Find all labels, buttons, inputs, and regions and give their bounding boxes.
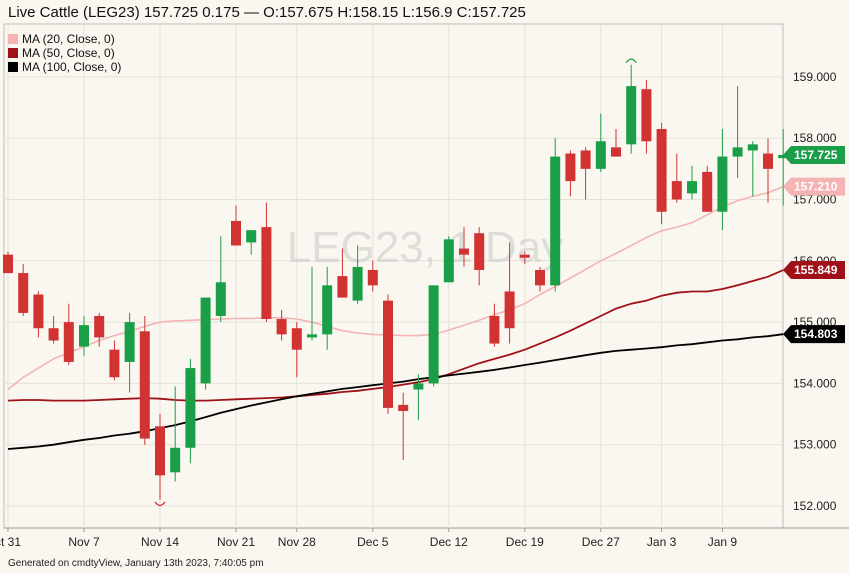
x-tick-label: Dec 27 [582,535,620,549]
candle-body [747,144,758,151]
candle-body [48,328,59,341]
candle-body [276,319,287,335]
candle-body [367,269,378,286]
legend-item-ma20: MA (20, Close, 0) [8,32,121,46]
candle-body [337,276,348,298]
candle-body [18,273,29,313]
candle-body [671,181,682,200]
y-tick-label: 159.000 [793,70,837,84]
candle-body [459,248,469,255]
candle-body [261,227,272,320]
candle-body [170,447,181,473]
legend-item-ma100: MA (100, Close, 0) [8,60,121,74]
candle-body [322,285,333,335]
legend-swatch-ma20 [8,34,18,44]
x-tick-label: Dec 19 [506,535,544,549]
chart-title: Live Cattle (LEG23) 157.725 0.175 — O:15… [8,4,526,21]
price-tag-label: 157.210 [794,180,838,194]
candle-body [109,349,120,378]
candle-body [687,181,697,194]
candle-body [732,147,743,157]
candle-body [3,254,13,274]
x-tick-label: Dec 5 [357,535,389,549]
candle-body [185,368,196,448]
ma50-line [7,269,784,402]
candle-body [626,86,637,145]
candle-body [215,282,226,316]
candle-body [702,171,713,212]
price-tag-label: 157.725 [794,148,838,162]
x-tick-label: Dec 12 [430,535,468,549]
candle-body [504,291,515,329]
candle-body [717,156,728,212]
candle-body [763,153,773,169]
candle-body [611,147,621,157]
legend-item-ma50: MA (50, Close, 0) [8,46,121,60]
candle-body [778,155,789,159]
footer-generated: Generated on cmdtyView, January 13th 202… [8,558,264,569]
candle-body [383,300,393,408]
legend-label-ma20: MA (20, Close, 0) [22,32,115,46]
y-tick-label: 153.000 [793,438,837,452]
candle-body [428,285,439,384]
candle-body [641,89,652,142]
candle-body [443,239,454,283]
low-marker [154,501,166,507]
candle-body [565,153,576,182]
x-tick-label: Jan 9 [708,535,738,549]
price-tag [783,146,845,165]
plot-area [3,23,784,529]
watermark: LEG23, 1 Day [287,223,563,272]
candle-body [291,328,302,350]
candle-body [155,426,165,476]
candle-body [33,294,44,329]
candle-body [352,266,363,301]
candle-body [139,331,150,439]
high-marker [625,58,637,64]
candle-body [550,156,561,286]
candle-body [398,404,409,411]
y-tick-label: 158.000 [793,131,837,145]
y-tick-label: 152.000 [793,499,837,513]
y-tick-label: 154.000 [793,376,837,390]
x-tick-label: ct 31 [0,535,21,549]
x-tick-label: Jan 3 [647,535,677,549]
candle-body [307,334,317,338]
candle-body [474,233,485,270]
candle-body [413,383,424,390]
price-tag [783,261,845,280]
legend-swatch-ma50 [8,48,18,58]
legend-label-ma100: MA (100, Close, 0) [22,60,122,74]
candle-body [656,129,667,212]
ma100-line [7,333,784,450]
candle-body [519,254,530,258]
price-tag-label: 155.849 [794,263,838,277]
candle-body [200,297,211,384]
x-tick-label: Nov 21 [217,535,255,549]
x-tick-label: Nov 7 [68,535,100,549]
price-tag [783,325,845,344]
candle-body [63,322,74,362]
price-tag [783,177,845,196]
candle-body [79,325,89,347]
legend-label-ma50: MA (50, Close, 0) [22,46,115,60]
candle-body [535,269,545,286]
x-tick-label: Nov 14 [141,535,179,549]
ma20-line [7,185,784,391]
legend: MA (20, Close, 0) MA (50, Close, 0) MA (… [8,32,121,74]
y-tick-label: 157.000 [793,193,837,207]
legend-swatch-ma100 [8,62,18,72]
price-tag-label: 154.803 [794,327,838,341]
candle-body [489,315,500,344]
candle-body [231,220,241,246]
candle-body [246,230,257,243]
candle-body [595,141,606,169]
candle-body [580,150,591,169]
x-tick-label: Nov 28 [278,535,316,549]
candle-body [94,315,105,338]
candle-body [124,322,135,362]
